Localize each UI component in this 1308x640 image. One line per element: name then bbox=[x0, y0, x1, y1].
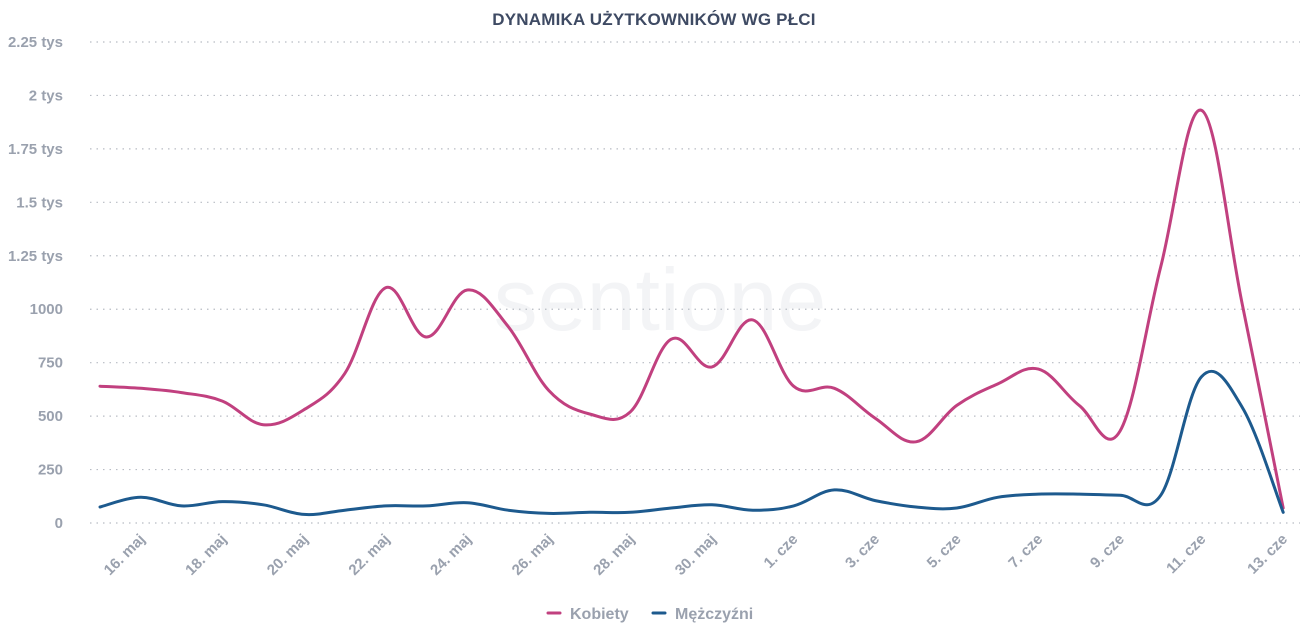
x-tick-label: 7. cze bbox=[1005, 531, 1046, 572]
series-line-m-czy-ni bbox=[98, 369, 1285, 517]
x-axis-ticks: 16. maj 18. maj 20. maj 22. maj 24. maj 26. m… bbox=[101, 531, 1291, 579]
x-tick-label: 20. maj bbox=[264, 531, 312, 579]
x-tick-label: 16. maj bbox=[101, 531, 149, 579]
x-tick-label: 13. cze bbox=[1244, 531, 1291, 578]
y-tick-label: 1000 bbox=[30, 301, 63, 318]
y-tick-label: 1.75 tys bbox=[8, 141, 63, 158]
legend-label: Kobiety bbox=[570, 606, 629, 623]
y-tick-label: 2.25 tys bbox=[8, 34, 63, 51]
x-tick-label: 3. cze bbox=[842, 531, 883, 572]
series-lines bbox=[98, 108, 1285, 517]
legend-item-m-czy-ni[interactable]: Mężczyźni bbox=[651, 606, 753, 623]
series-line-kobiety bbox=[98, 108, 1285, 510]
x-tick-label: 11. cze bbox=[1163, 531, 1209, 577]
x-tick-label: 30. maj bbox=[672, 531, 720, 579]
x-tick-label: 26. maj bbox=[509, 531, 557, 579]
x-tick-label: 28. maj bbox=[590, 531, 638, 579]
y-tick-label: 1.25 tys bbox=[8, 248, 63, 265]
y-tick-label: 2 tys bbox=[29, 87, 63, 104]
x-tick-label: 22. maj bbox=[345, 531, 393, 579]
y-tick-label: 750 bbox=[38, 355, 63, 372]
y-tick-label: 500 bbox=[38, 408, 63, 425]
chart-title: DYNAMIKA UŻYTKOWNIKÓW WG PŁCI bbox=[492, 10, 815, 29]
legend-label: Mężczyźni bbox=[675, 606, 753, 623]
x-tick-label: 9. cze bbox=[1087, 531, 1128, 572]
x-tick-label: 1. cze bbox=[761, 531, 802, 572]
legend: Kobiety Mężczyźni bbox=[546, 606, 753, 623]
x-tick-label: 5. cze bbox=[924, 531, 965, 572]
x-tick-label: 24. maj bbox=[427, 531, 475, 579]
y-tick-label: 0 bbox=[55, 515, 63, 532]
y-tick-label: 250 bbox=[38, 462, 63, 479]
y-axis-ticks: 0 250 500 750 1000 1.25 tys 1.5 tys 1.75 tys 2 t… bbox=[8, 34, 63, 532]
y-tick-label: 1.5 tys bbox=[16, 194, 63, 211]
watermark-logo: sentione bbox=[494, 250, 827, 349]
x-tick-label: 18. maj bbox=[182, 531, 230, 579]
legend-item-kobiety[interactable]: Kobiety bbox=[546, 606, 629, 623]
